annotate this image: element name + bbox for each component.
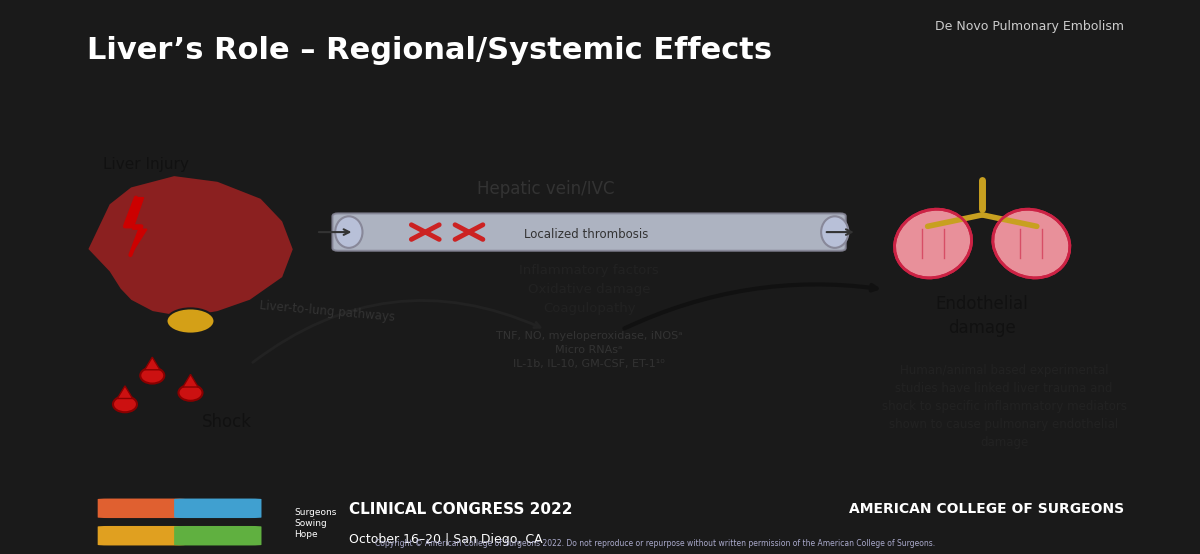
- Text: Human/animal based experimental
studies have linked liver trauma and
shock to sp: Human/animal based experimental studies …: [882, 364, 1127, 449]
- Text: Endothelial
damage: Endothelial damage: [936, 295, 1028, 337]
- Polygon shape: [86, 175, 294, 318]
- FancyBboxPatch shape: [174, 526, 262, 546]
- Text: Hepatic vein/IVC: Hepatic vein/IVC: [476, 179, 614, 198]
- Ellipse shape: [113, 396, 137, 412]
- Text: CLINICAL CONGRESS 2022: CLINICAL CONGRESS 2022: [349, 502, 572, 517]
- Ellipse shape: [992, 209, 1070, 278]
- Ellipse shape: [140, 367, 164, 383]
- FancyBboxPatch shape: [97, 499, 185, 518]
- Polygon shape: [118, 386, 133, 398]
- Ellipse shape: [335, 216, 362, 248]
- Circle shape: [167, 309, 215, 334]
- Ellipse shape: [179, 384, 203, 401]
- Ellipse shape: [894, 209, 972, 278]
- Text: De Novo Pulmonary Embolism: De Novo Pulmonary Embolism: [935, 20, 1124, 33]
- Ellipse shape: [821, 216, 848, 248]
- Text: AMERICAN COLLEGE OF SURGEONS: AMERICAN COLLEGE OF SURGEONS: [850, 502, 1124, 516]
- Text: TNF, NO, myeloperoxidase, iNOSᵃ
Micro RNAsᵃ
IL-1b, IL-10, GM-CSF, ET-1¹⁰: TNF, NO, myeloperoxidase, iNOSᵃ Micro RN…: [496, 331, 683, 369]
- Polygon shape: [145, 357, 160, 370]
- Text: October 16–20 | San Diego, CA: October 16–20 | San Diego, CA: [349, 533, 542, 546]
- FancyBboxPatch shape: [332, 213, 846, 251]
- Text: Localized thrombosis: Localized thrombosis: [523, 228, 648, 242]
- Text: Shock: Shock: [202, 413, 252, 431]
- FancyBboxPatch shape: [97, 526, 185, 546]
- Polygon shape: [125, 198, 146, 255]
- FancyBboxPatch shape: [174, 499, 262, 518]
- Text: Liver-to-lung pathways: Liver-to-lung pathways: [259, 299, 395, 324]
- Text: Liver’s Role – Regional/Systemic Effects: Liver’s Role – Regional/Systemic Effects: [86, 37, 772, 65]
- Polygon shape: [182, 375, 198, 387]
- Text: Surgeons
Sowing
Hope: Surgeons Sowing Hope: [294, 509, 337, 540]
- Text: Copyright © American College of Surgeons 2022. Do not reproduce or repurpose wit: Copyright © American College of Surgeons…: [374, 538, 935, 548]
- Text: Liver Injury: Liver Injury: [103, 157, 190, 172]
- Text: Inflammatory factors
Oxidative damage
Coagulopathy: Inflammatory factors Oxidative damage Co…: [520, 264, 659, 315]
